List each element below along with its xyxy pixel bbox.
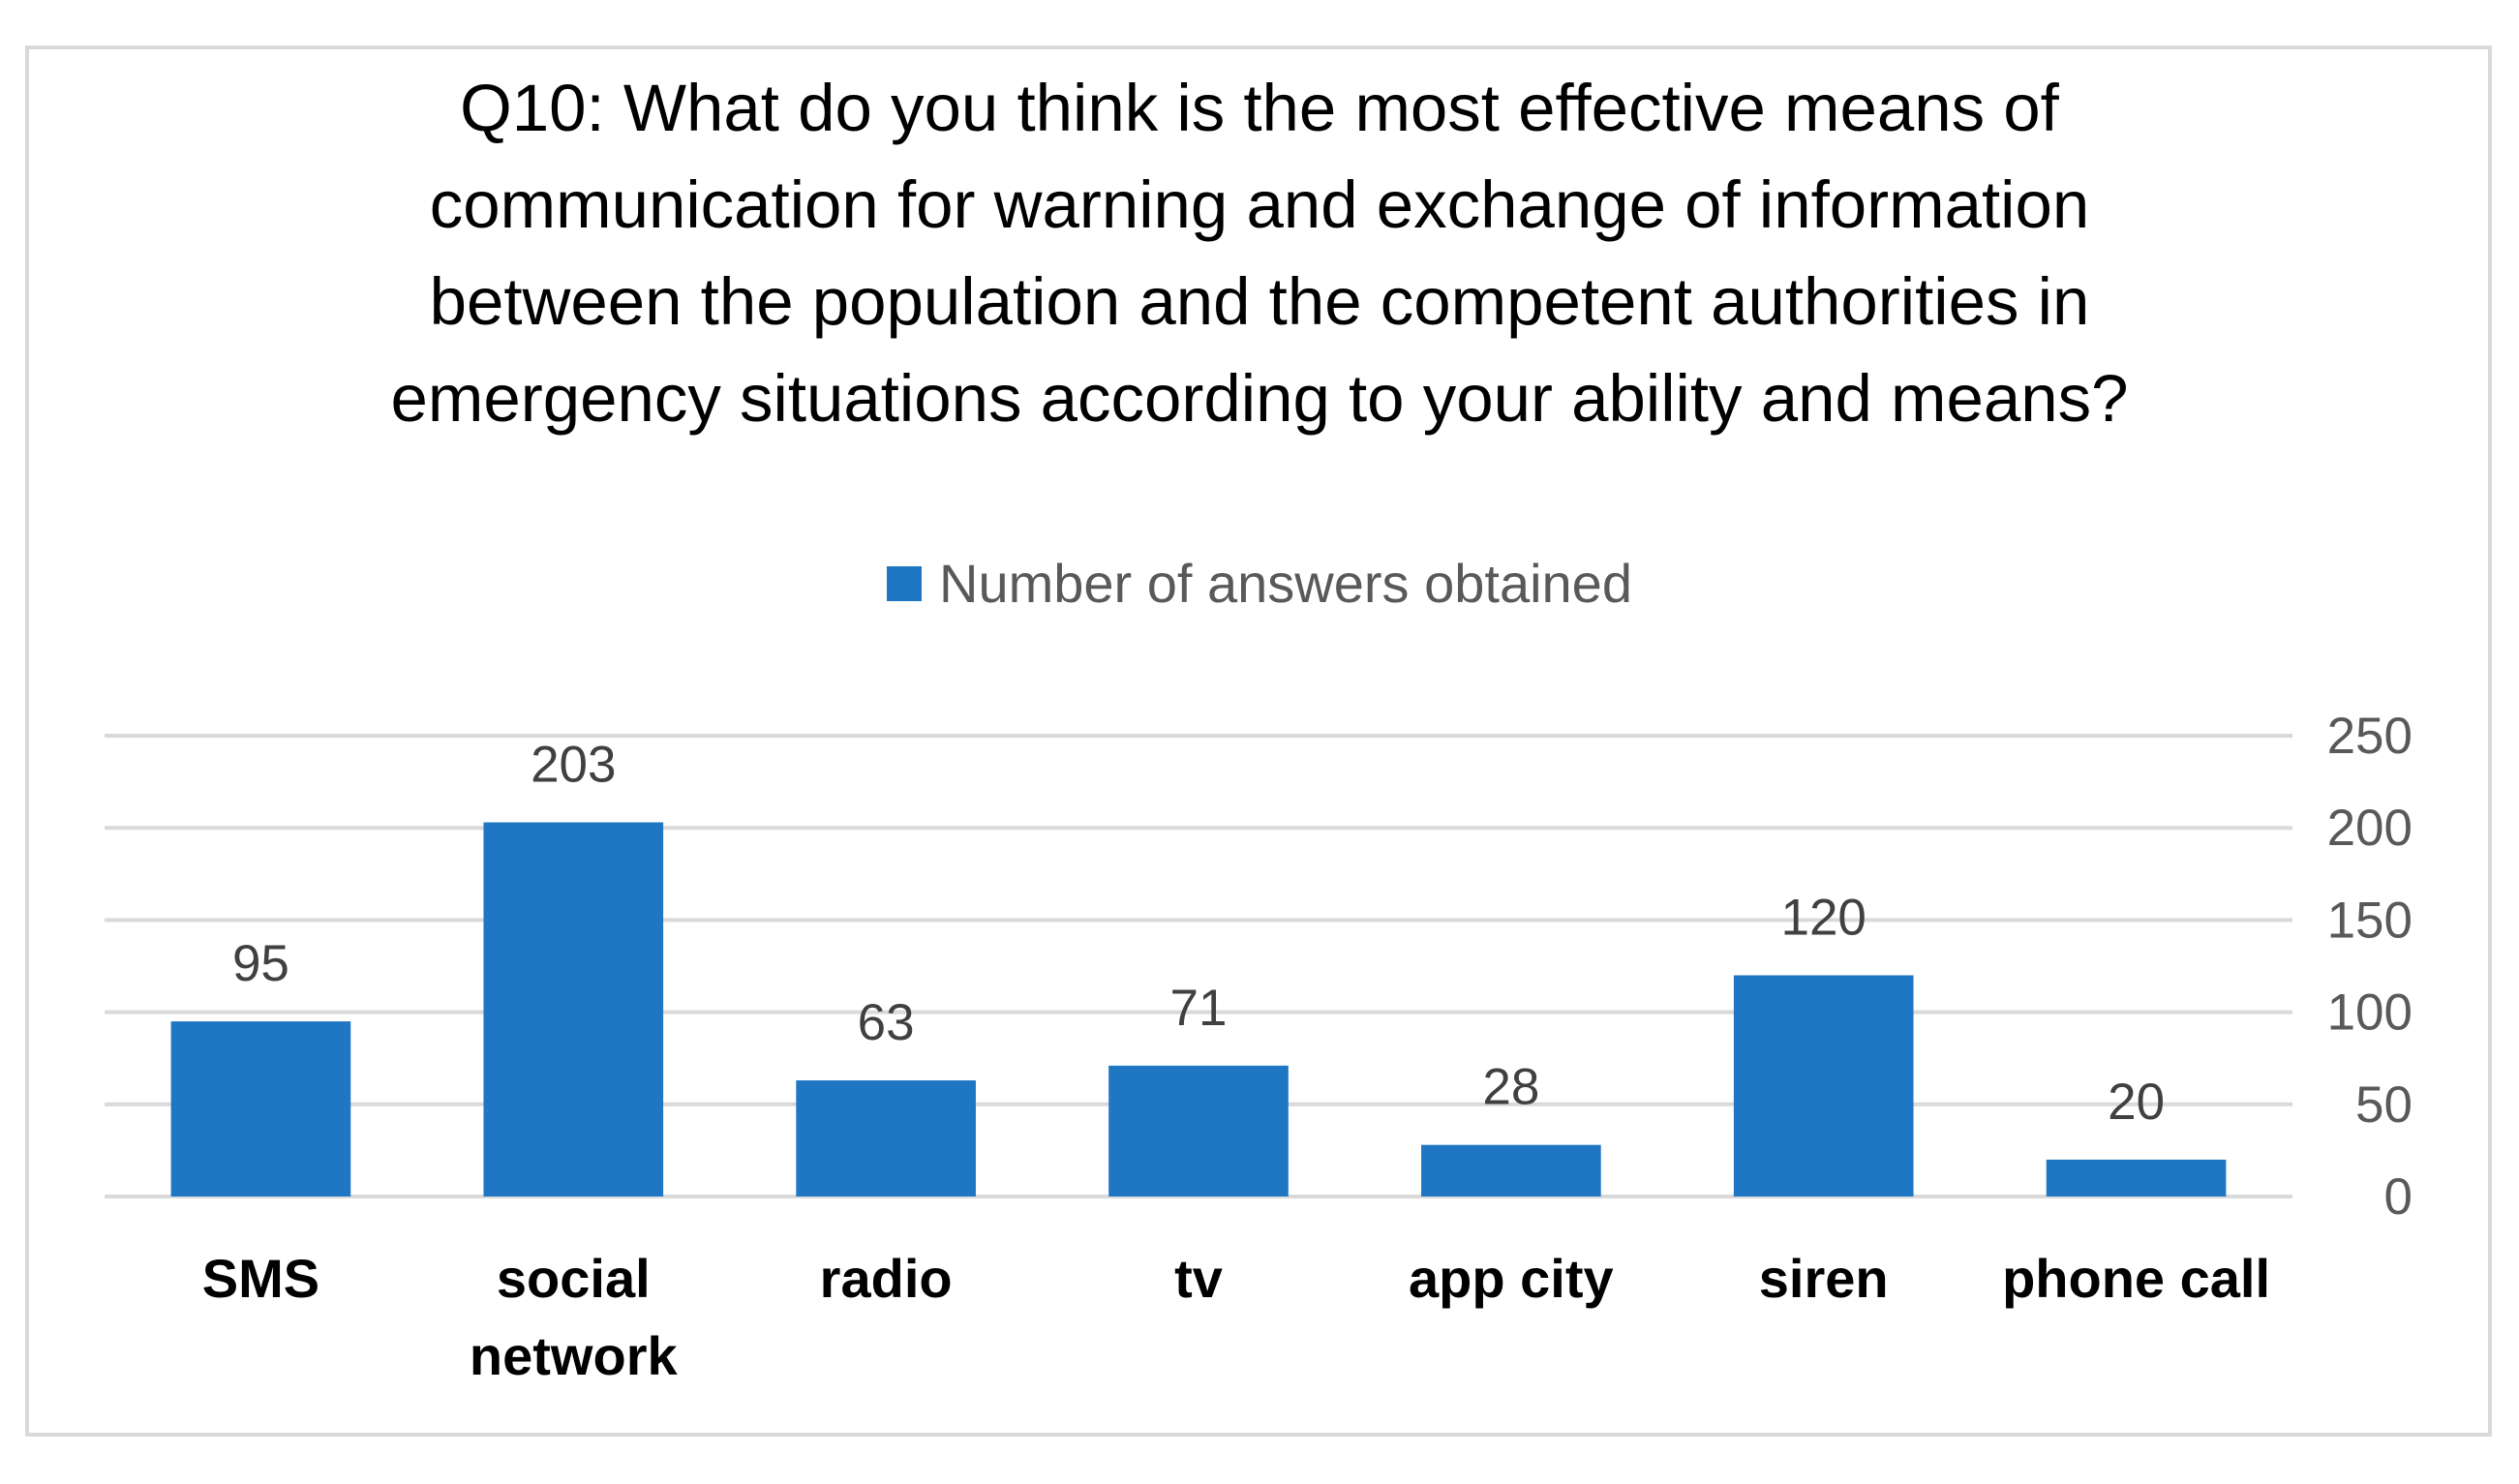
data-label: 20 (2108, 1074, 2165, 1131)
legend-swatch (887, 566, 923, 602)
y-tick-label: 200 (2327, 800, 2413, 857)
data-label: 203 (531, 736, 616, 793)
legend-label: Number of answers obtained (939, 553, 1632, 614)
chart-title: Q10: What do you think is the most effec… (0, 60, 2519, 447)
chart-title-line-2: communication for warning and exchange o… (429, 167, 2090, 242)
bar-app-city (1421, 1144, 1601, 1196)
data-label: 71 (1170, 980, 1228, 1037)
y-tick-label: 0 (2384, 1168, 2413, 1226)
y-tick-label: 150 (2327, 892, 2413, 949)
chart-frame (25, 45, 2492, 1437)
y-tick-label: 250 (2327, 708, 2413, 765)
y-tick-label: 50 (2355, 1076, 2413, 1134)
x-category-label: radio (820, 1248, 953, 1309)
bar-tv (1108, 1065, 1289, 1196)
x-category-label: phone call (2002, 1248, 2270, 1309)
data-label: 63 (858, 994, 915, 1051)
x-category-label: siren (1759, 1248, 1889, 1309)
chart-legend: Number of answers obtained (0, 552, 2519, 615)
bar-social-network (483, 822, 664, 1196)
data-label: 120 (1780, 890, 1866, 947)
chart-title-line-3: between the population and the competent… (429, 264, 2090, 339)
bar-phone-call (2046, 1159, 2227, 1196)
x-category-label: social (497, 1248, 651, 1309)
data-label: 28 (1482, 1059, 1539, 1116)
bar-SMS (170, 1021, 351, 1196)
x-category-label: network (470, 1325, 679, 1386)
x-category-label: tv (1174, 1248, 1223, 1309)
chart-title-line-4: emergency situations according to your a… (390, 361, 2129, 436)
data-label: 95 (232, 935, 289, 992)
x-category-label: app city (1409, 1248, 1614, 1309)
x-category-label: SMS (202, 1248, 319, 1309)
chart-title-line-1: Q10: What do you think is the most effec… (460, 71, 2059, 145)
y-tick-label: 100 (2327, 984, 2413, 1042)
bar-siren (1733, 975, 1914, 1196)
bar-radio (796, 1080, 976, 1196)
